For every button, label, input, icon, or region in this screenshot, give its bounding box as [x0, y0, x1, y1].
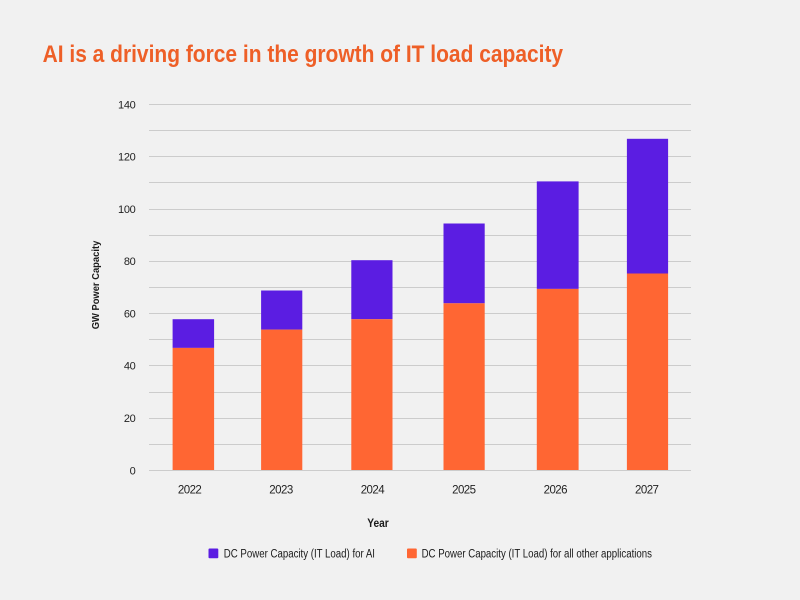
svg-text:120: 120: [118, 152, 136, 164]
svg-text:60: 60: [124, 308, 136, 320]
svg-text:80: 80: [124, 256, 136, 268]
svg-text:2025: 2025: [452, 484, 476, 496]
svg-text:40: 40: [124, 361, 136, 373]
svg-text:DC Power Capacity (IT Load) fo: DC Power Capacity (IT Load) for all othe…: [422, 548, 653, 560]
svg-text:2024: 2024: [361, 484, 386, 496]
svg-text:Year: Year: [367, 516, 389, 530]
svg-text:140: 140: [118, 99, 136, 111]
svg-text:100: 100: [118, 204, 136, 216]
svg-text:GW Power Capacity: GW Power Capacity: [91, 240, 102, 329]
svg-text:2022: 2022: [178, 484, 202, 496]
svg-text:2027: 2027: [635, 484, 659, 496]
svg-text:0: 0: [130, 465, 136, 477]
svg-text:20: 20: [124, 413, 136, 425]
svg-text:2023: 2023: [269, 484, 293, 496]
svg-text:AI is a driving force in the g: AI is a driving force in the growth of I…: [43, 41, 564, 68]
svg-text:2026: 2026: [544, 484, 568, 496]
svg-text:DC Power Capacity (IT Load) fo: DC Power Capacity (IT Load) for AI: [224, 548, 375, 560]
